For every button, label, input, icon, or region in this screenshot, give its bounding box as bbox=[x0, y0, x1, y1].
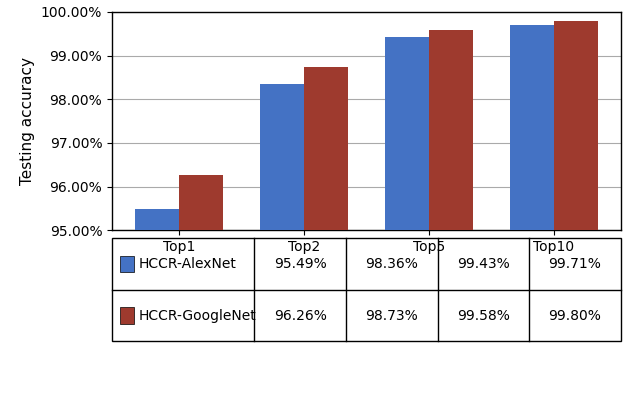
Bar bbox=[135, 209, 179, 397]
Bar bbox=[304, 67, 348, 397]
Text: 99.58%: 99.58% bbox=[457, 308, 510, 323]
Y-axis label: Testing accuracy: Testing accuracy bbox=[20, 57, 35, 185]
Bar bbox=[510, 25, 554, 397]
Text: HCCR-AlexNet: HCCR-AlexNet bbox=[139, 257, 237, 271]
Bar bbox=[429, 30, 473, 397]
Text: 99.71%: 99.71% bbox=[548, 257, 602, 271]
Text: 99.43%: 99.43% bbox=[457, 257, 510, 271]
Text: 96.26%: 96.26% bbox=[274, 308, 326, 323]
Text: 98.36%: 98.36% bbox=[365, 257, 419, 271]
Bar bbox=[385, 37, 429, 397]
Text: 95.49%: 95.49% bbox=[274, 257, 326, 271]
Text: HCCR-GoogleNet: HCCR-GoogleNet bbox=[139, 308, 257, 323]
Bar bbox=[179, 175, 223, 397]
Bar bbox=[554, 21, 598, 397]
Text: 99.80%: 99.80% bbox=[548, 308, 602, 323]
Bar bbox=[260, 83, 304, 397]
Text: 98.73%: 98.73% bbox=[365, 308, 418, 323]
